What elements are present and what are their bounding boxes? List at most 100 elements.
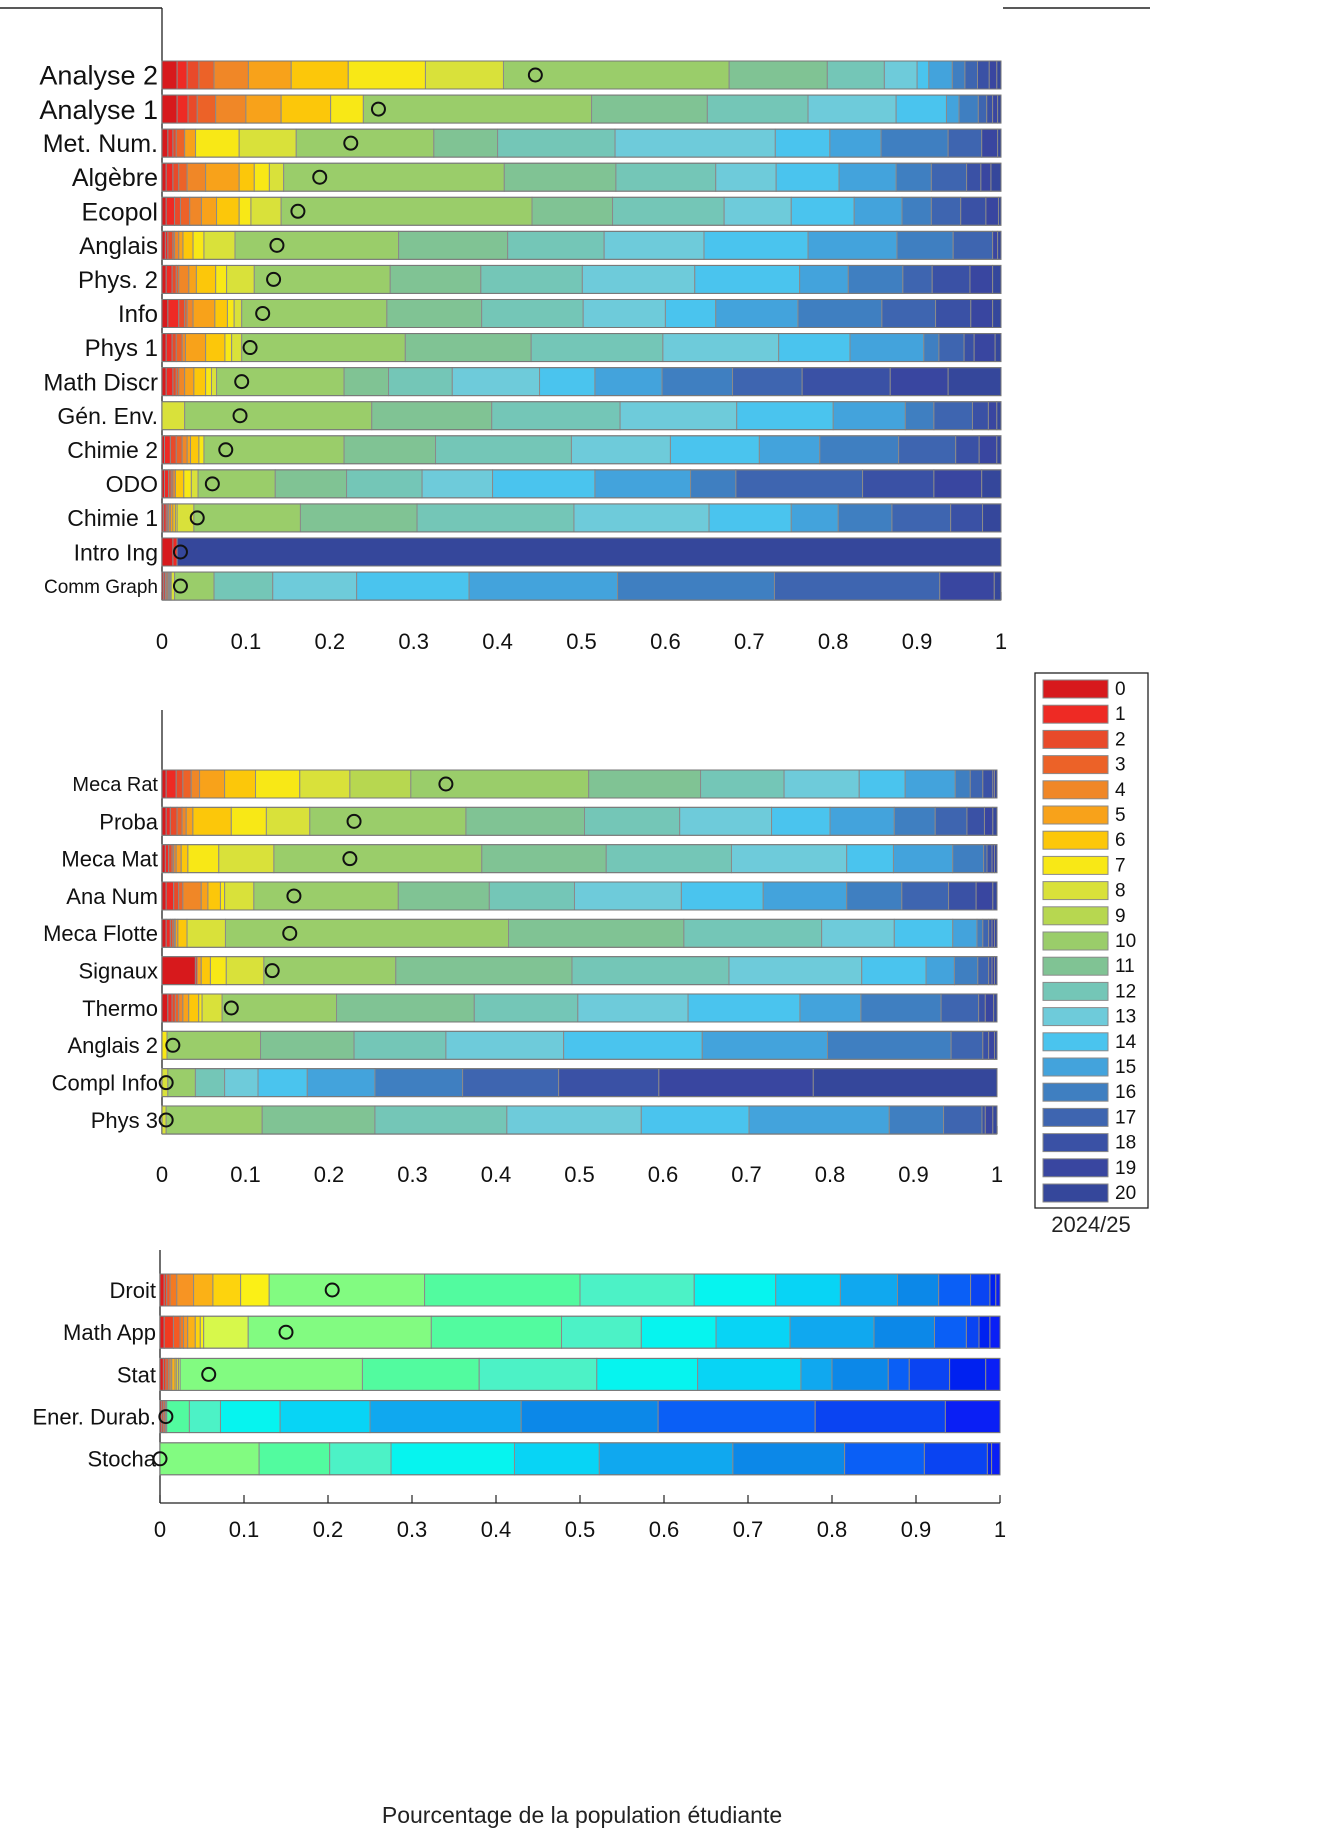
- bar-segment-grade-14: [539, 367, 596, 397]
- legend-label-19: 19: [1115, 1158, 1136, 1179]
- bar-outline: [161, 844, 998, 874]
- bar-segment-grade-13: [619, 401, 738, 431]
- bar-segment-grade-12: [706, 94, 809, 124]
- bar-segment-grade-16: [732, 1442, 846, 1476]
- bar-row-meca-mat: Meca Mat: [61, 844, 998, 874]
- bar-segment-grade-11: [274, 469, 348, 499]
- bar-segment-grade-18: [978, 993, 986, 1023]
- bar-segment-grade-20: [995, 1273, 1001, 1307]
- bar-segment-grade-4: [183, 1315, 189, 1349]
- bar-segment-grade-2: [172, 128, 177, 158]
- bar-outline: [161, 162, 1002, 192]
- x-tick-label: 0.2: [313, 1517, 344, 1542]
- bar-segment-grade-0: [161, 60, 178, 90]
- bar-segment-grade-19: [992, 94, 999, 124]
- course-label-chimie-2: Chimie 2: [67, 437, 158, 463]
- bar-segment-grade-13: [573, 503, 710, 533]
- bar-segment-grade-0: [161, 162, 167, 192]
- x-tick-label: 0.1: [229, 1517, 260, 1542]
- bar-segment-grade-11: [531, 196, 614, 226]
- bar-segment-grade-14: [715, 1315, 791, 1349]
- course-label-stat: Stat: [117, 1362, 156, 1387]
- bar-outline: [161, 571, 1002, 601]
- bar-segment-grade-11: [404, 333, 532, 363]
- bar-segment-grade-5: [184, 128, 197, 158]
- bar-segment-grade-10: [159, 1442, 260, 1476]
- bar-segment-grade-14: [861, 956, 927, 986]
- course-label-proba: Proba: [99, 809, 158, 834]
- bar-segment-grade-5: [245, 94, 282, 124]
- median-marker: [152, 1451, 168, 1467]
- bar-segment-grade-10: [309, 806, 467, 836]
- x-tick-label: 0.9: [901, 1517, 932, 1542]
- bar-segment-grade-8: [424, 60, 504, 90]
- bar-segment-grade-16: [954, 769, 971, 799]
- bar-row-analyse-2: Analyse 2: [39, 60, 1002, 91]
- bar-segment-grade-19: [992, 230, 999, 260]
- legend-swatch-5: [1042, 805, 1109, 825]
- bar-segment-grade-5: [186, 435, 192, 465]
- median-marker: [269, 237, 285, 253]
- bar-segment-grade-8: [299, 769, 351, 799]
- course-label-info: Info: [118, 301, 158, 328]
- course-label-phys-3: Phys 3: [91, 1108, 158, 1133]
- bar-segment-grade-13: [640, 1315, 717, 1349]
- bar-segment-grade-0: [159, 1357, 164, 1391]
- bar-segment-grade-10: [410, 769, 590, 799]
- legend-swatch-19: [1042, 1158, 1109, 1178]
- bar-segment-grade-10: [203, 435, 345, 465]
- bar-segment-grade-11: [371, 401, 493, 431]
- bar-segment-grade-17: [881, 298, 937, 328]
- bar-segment-grade-2: [166, 1273, 171, 1307]
- bar-segment-grade-13: [596, 1357, 699, 1391]
- bar-segment-grade-12: [584, 806, 681, 836]
- bar-segment-grade-12: [605, 844, 732, 874]
- bar-segment-grade-3: [176, 806, 183, 836]
- median-marker: [201, 1366, 217, 1382]
- x-tick-label: 0.1: [231, 629, 262, 654]
- x-tick-label: 0.7: [733, 1517, 764, 1542]
- bar-segment-grade-14: [563, 1030, 703, 1060]
- bar-segment-grade-3: [175, 435, 183, 465]
- bar-segment-grade-6: [224, 769, 257, 799]
- bar-segment-grade-1: [165, 333, 173, 363]
- bar-outline: [161, 94, 1002, 124]
- bar-segment-grade-12: [388, 367, 453, 397]
- bar-segment-grade-13: [730, 844, 848, 874]
- bar-segment-grade-17: [964, 60, 979, 90]
- bar-segment-grade-16: [690, 469, 737, 499]
- bar-segment-grade-13: [783, 769, 860, 799]
- bar-segment-grade-15: [468, 571, 619, 601]
- bar-segment-grade-15: [790, 503, 839, 533]
- bar-segment-grade-15: [762, 881, 848, 911]
- median-marker: [218, 442, 234, 458]
- bar-segment-grade-12: [435, 435, 572, 465]
- x-tick-label: 0.8: [818, 629, 849, 654]
- bar-segment-grade-7: [205, 367, 213, 397]
- bar-segment-grade-17: [735, 469, 864, 499]
- bar-segment-grade-19: [949, 1357, 987, 1391]
- bar-row-compl-info: Compl Info: [52, 1068, 998, 1098]
- bar-segment-grade-7: [255, 769, 301, 799]
- bar-segment-grade-8: [190, 469, 199, 499]
- bar-segment-grade-16: [951, 60, 966, 90]
- bar-segment-grade-12: [473, 993, 579, 1023]
- bar-segment-grade-6: [207, 881, 221, 911]
- bar-segment-grade-12: [700, 769, 785, 799]
- bar-row-chimie-1: Chimie 1: [67, 503, 1002, 533]
- bar-row-stat: Stat: [117, 1357, 1001, 1391]
- bar-segment-grade-0: [161, 298, 169, 328]
- bar-segment-grade-13: [577, 993, 689, 1023]
- course-label-intro-ing: Intro Ing: [74, 539, 158, 565]
- course-label-ener-durab: Ener. Durab.: [32, 1405, 156, 1430]
- legend-swatch-13: [1042, 1007, 1109, 1027]
- bar-segment-grade-17: [969, 769, 984, 799]
- bar-segment-grade-15: [715, 298, 799, 328]
- x-tick-label: 0.8: [815, 1162, 846, 1187]
- bar-row-chimie-2: Chimie 2: [67, 435, 1002, 465]
- bar-segment-grade-2: [175, 769, 184, 799]
- bar-segment-grade-15: [306, 1068, 376, 1098]
- bar-segment-grade-18: [988, 918, 993, 948]
- bar-segment-grade-5: [200, 196, 218, 226]
- bar-segment-grade-17: [844, 1442, 925, 1476]
